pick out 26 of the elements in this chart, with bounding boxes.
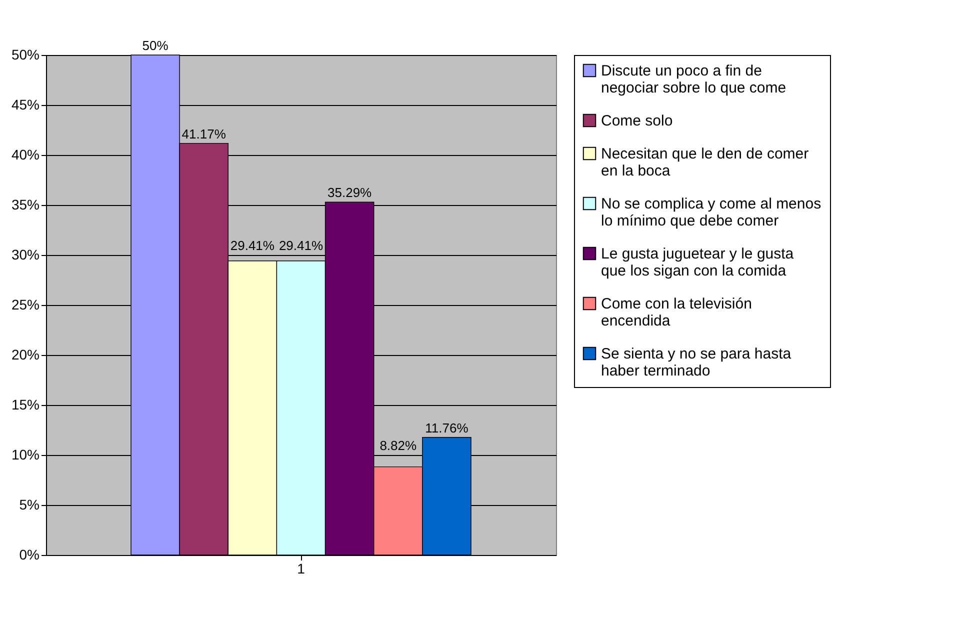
y-tick-label: 0% [19,546,40,562]
y-tick-label: 10% [11,446,40,462]
y-tick-label: 50% [11,46,40,62]
legend-label: Se sienta y no se para hasta haber terminado [601,346,792,380]
legend-label: Come solo [601,112,673,130]
legend-label: Necesitan que le den de comer en la boca [601,146,809,180]
y-tick-label: 30% [11,246,40,262]
y-tick-label: 45% [11,96,40,112]
legend-label: Discute un poco a fin de negociar sobre lo que come [601,62,786,96]
y-tick-label: 15% [11,396,40,412]
data-label: 29.41% [278,238,324,253]
legend-label: Le gusta juguetear y le gusta que los sigan con la comida [601,246,794,280]
x-tick-label: 1 [297,560,306,576]
y-tick-label: 5% [19,496,40,512]
y-tick-label: 35% [11,196,40,212]
data-label: 50% [142,38,169,53]
y-tick-label: 40% [11,146,40,162]
data-label: 41.17% [182,126,226,142]
y-tick-label: 25% [11,296,40,312]
legend-label: No se complica y come al menos lo mínimo que debe comer [601,196,822,230]
data-label: 11.76% [425,420,469,436]
data-label: 35.29% [328,185,372,200]
data-label: 8.82% [380,438,418,453]
legend-label: Come con la televisión encendida [601,296,752,330]
data-label: 29.41% [230,238,275,253]
y-tick-label: 20% [11,346,40,362]
